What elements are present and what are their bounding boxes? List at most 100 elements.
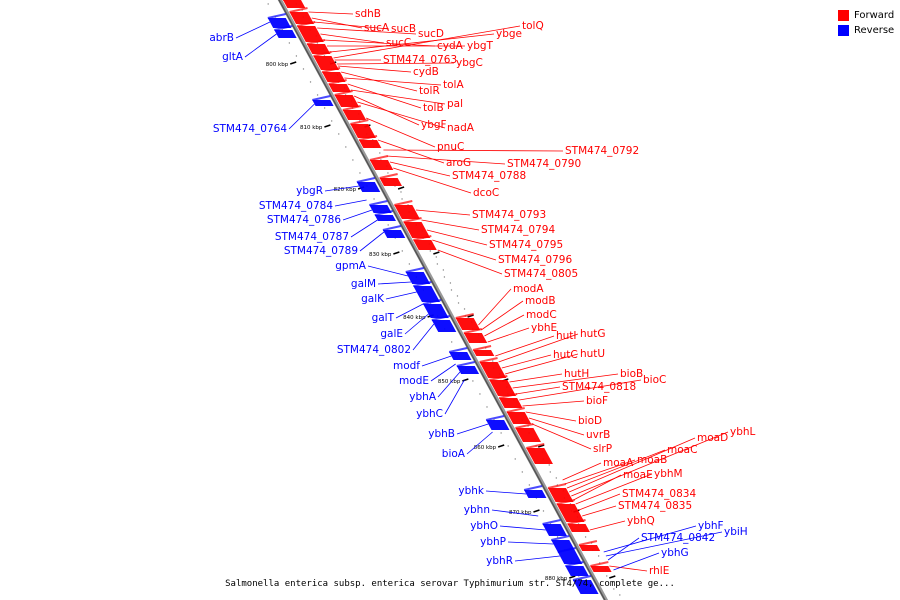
forward-gene-label: moaC — [667, 444, 697, 456]
gene-edge — [431, 315, 450, 321]
reverse-leader-line — [605, 531, 723, 557]
forward-gene-block — [506, 412, 532, 424]
forward-gene-label: STM474_0790 — [507, 158, 581, 170]
map-caption: Salmonella enterica subsp. enterica sero… — [225, 579, 675, 589]
forward-gene-label: ybge — [496, 28, 522, 40]
reverse-leader-line — [359, 231, 385, 252]
reverse-gene-block — [312, 100, 334, 106]
track-dot — [542, 510, 545, 512]
forward-gene-block — [283, 0, 306, 8]
reverse-gene-label: STM474_0842 — [641, 532, 715, 544]
tick-label: 800 kbp — [266, 62, 289, 68]
reverse-leader-line — [499, 525, 546, 531]
track-dot — [507, 445, 509, 447]
gene-edge — [572, 575, 592, 581]
reverse-leader-line — [421, 355, 452, 367]
forward-gene-block — [499, 398, 523, 408]
reverse-gene-block — [413, 286, 440, 302]
forward-gene-label: sucB — [391, 23, 416, 35]
forward-gene-label: STM474_0795 — [489, 239, 563, 251]
track-dot — [456, 295, 459, 297]
feature-layer — [267, 0, 612, 594]
forward-gene-label: modB — [525, 295, 556, 307]
forward-leader-line — [311, 17, 363, 29]
track-dot — [443, 276, 446, 278]
track-dot — [521, 471, 523, 473]
forward-leader-line — [564, 459, 636, 485]
track-dot — [401, 250, 403, 252]
forward-gene-label: uvrB — [586, 429, 610, 441]
track-dot — [338, 133, 340, 135]
track-dot — [295, 55, 298, 57]
forward-gene-label: moaB — [637, 454, 667, 466]
forward-gene-label: STM474_0835 — [618, 500, 692, 512]
track-dot — [408, 263, 411, 265]
tick-label: 820 kbp — [334, 187, 357, 193]
forward-gene-block — [455, 318, 481, 330]
reverse-gene-label: ybiH — [724, 526, 748, 538]
forward-leader-line — [515, 386, 561, 395]
backbone-shadow — [277, 0, 609, 600]
track-dot — [288, 42, 291, 44]
reverse-gene-label: modf — [393, 360, 420, 372]
reverse-gene-label: ybhB — [428, 428, 455, 440]
gene-edge — [578, 540, 598, 546]
tick-mark — [393, 251, 400, 255]
forward-leader-line — [426, 229, 488, 246]
reverse-leader-line — [412, 323, 435, 351]
gene-edge — [557, 547, 576, 553]
track-dot — [555, 477, 557, 479]
reverse-gene-label: galK — [361, 293, 385, 305]
reverse-gene-block — [267, 18, 292, 28]
forward-gene-label: pal — [447, 98, 463, 110]
reverse-gene-label: bioA — [442, 448, 466, 460]
track-dot — [379, 152, 381, 154]
forward-leader-line — [357, 101, 446, 129]
gene-edge — [455, 313, 474, 319]
reverse-gene-label: galT — [372, 312, 395, 324]
track-dot — [345, 146, 347, 148]
forward-leader-line — [498, 333, 579, 363]
reverse-leader-line — [437, 371, 461, 398]
track-dot — [486, 406, 488, 408]
gene-edge — [321, 67, 341, 73]
forward-gene-block — [328, 84, 351, 92]
forward-gene-block — [313, 56, 340, 70]
tick-mark — [537, 444, 545, 448]
forward-gene-block — [369, 160, 394, 170]
tick-mark — [467, 314, 474, 318]
reverse-leader-line — [288, 103, 315, 130]
forward-gene-label: modC — [526, 309, 557, 321]
forward-gene-label: moaA — [603, 457, 634, 469]
reverse-gene-label: STM474_0787 — [275, 231, 349, 243]
track-dot — [401, 198, 403, 200]
forward-gene-label: hutC — [553, 349, 578, 361]
gene-edge — [489, 375, 508, 381]
tick-label: 830 kbp — [369, 252, 392, 258]
forward-gene-label: bioB — [620, 368, 643, 380]
track-dot — [400, 191, 402, 193]
track-dot — [323, 107, 326, 109]
reverse-gene-block — [382, 230, 406, 238]
forward-leader-line — [383, 149, 564, 152]
tick-mark — [433, 251, 440, 255]
forward-gene-block — [590, 566, 612, 572]
tick-mark — [569, 575, 576, 579]
legend-reverse: Reverse — [838, 23, 894, 38]
forward-leader-line — [528, 417, 585, 436]
reverse-gene-label: STM474_0802 — [337, 344, 411, 356]
forward-gene-label: STM474_0834 — [622, 488, 696, 500]
forward-leader-line — [571, 431, 729, 497]
forward-gene-label: STM474_0763 — [383, 54, 457, 66]
forward-gene-label: aroG — [446, 157, 471, 169]
reverse-gene-label: ybhA — [409, 391, 437, 403]
track-dot — [435, 256, 437, 258]
forward-leader-line — [393, 167, 472, 194]
reverse-gene-label: ybhO — [470, 520, 498, 532]
gene-edge — [350, 119, 369, 125]
track-dot — [472, 380, 474, 382]
tick-label: 840 kbp — [403, 315, 426, 321]
gene-edge — [422, 299, 442, 305]
track-dot — [606, 575, 608, 577]
forward-gene-label: sdhB — [355, 8, 381, 20]
